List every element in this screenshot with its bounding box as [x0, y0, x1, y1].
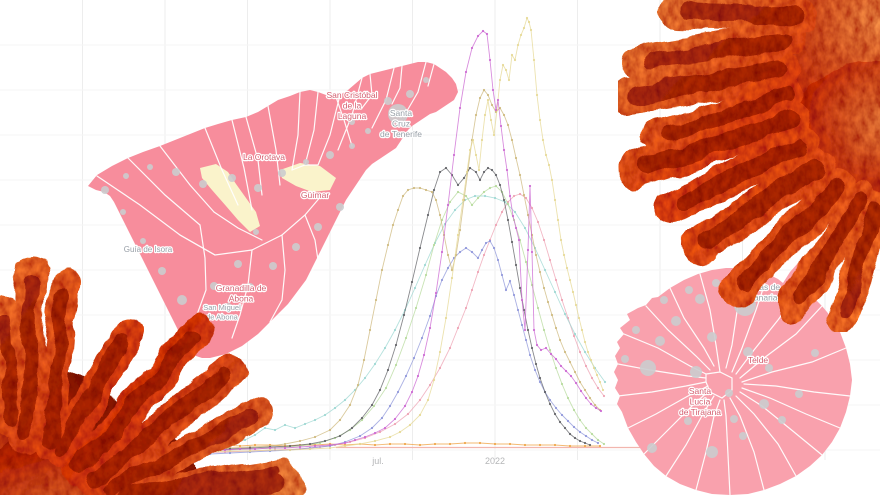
town-dot — [706, 446, 718, 458]
tenerife-town-dots — [101, 77, 429, 325]
town-dot — [423, 77, 429, 83]
town-dot — [406, 90, 414, 98]
gran-canaria-municipality-borders — [617, 267, 851, 495]
x-tick-label: 2022 — [484, 456, 506, 466]
map-label: Granadilla de Abona — [216, 283, 267, 304]
town-dot — [314, 223, 322, 231]
x-tick-label: jul. — [372, 456, 384, 466]
town-dot — [640, 360, 656, 376]
virus-illustration-bottom-left-icon — [0, 258, 305, 495]
map-label: Güímar — [301, 190, 330, 200]
map-label: Guía de Isora — [124, 245, 173, 254]
virus-illustration-top-right-icon — [618, 0, 880, 332]
town-dot — [101, 186, 109, 194]
town-dot — [147, 164, 153, 170]
tenerife-island-shape — [88, 62, 458, 358]
town-dot — [224, 303, 232, 311]
town-dot — [647, 443, 657, 453]
map-label: San Cristóbal de la Laguna — [326, 90, 377, 121]
town-dot — [172, 168, 180, 176]
town-dot — [743, 347, 753, 357]
map-label: Telde — [748, 355, 769, 365]
town-dot — [199, 180, 207, 188]
town-dot — [765, 364, 773, 372]
town-dot — [140, 238, 146, 244]
town-dot — [326, 151, 334, 159]
town-dot — [278, 169, 286, 177]
town-dot — [759, 399, 769, 409]
town-dot — [655, 336, 665, 346]
town-dot — [739, 432, 747, 440]
town-dot — [292, 243, 300, 251]
town-dot — [707, 332, 717, 342]
town-dot — [177, 295, 187, 305]
town-dot — [684, 417, 692, 425]
town-dot — [303, 159, 309, 165]
town-dot — [671, 316, 681, 326]
chart-series-canarias — [148, 166, 592, 453]
town-dot — [730, 415, 738, 423]
map-label: Santa Lucía de Tirajana — [679, 386, 721, 417]
town-dot — [254, 184, 262, 192]
town-dot — [811, 349, 819, 357]
map-label: Santa Cruz de Tenerife — [380, 108, 422, 139]
chart-series-series-pale-yellow — [148, 16, 605, 455]
tenerife-municipality-borders — [96, 61, 435, 339]
town-dot — [690, 366, 702, 378]
town-dot — [253, 229, 259, 235]
town-dot — [778, 416, 786, 424]
chart-series-series-violet — [148, 29, 603, 454]
town-dot — [234, 260, 242, 268]
town-dot — [365, 128, 371, 134]
town-dot — [695, 294, 705, 304]
town-dot — [228, 174, 236, 182]
town-dot — [660, 296, 668, 304]
town-dot — [795, 390, 803, 398]
town-dot — [120, 209, 126, 215]
town-dot — [158, 267, 166, 275]
tenerife-yellow-patches — [200, 163, 336, 232]
map-label: La Orotava — [243, 152, 285, 162]
town-dot — [123, 173, 129, 179]
town-dot — [210, 282, 218, 290]
town-dot — [632, 326, 640, 334]
town-dot — [269, 262, 277, 270]
town-dot — [336, 203, 344, 211]
tenerife-labels: San Cristóbal de la Laguna Santa Cruz de Tene… — [123, 89, 424, 323]
map-label: San Miguel de Abona — [203, 303, 241, 322]
town-dot — [725, 389, 733, 397]
town-dot — [384, 97, 392, 105]
town-dot — [621, 355, 629, 363]
town-dot — [246, 283, 254, 291]
town-dot — [685, 286, 693, 294]
town-dot — [349, 143, 355, 149]
town-dot — [349, 119, 355, 125]
town-dot — [388, 104, 408, 124]
town-dot — [712, 279, 720, 287]
